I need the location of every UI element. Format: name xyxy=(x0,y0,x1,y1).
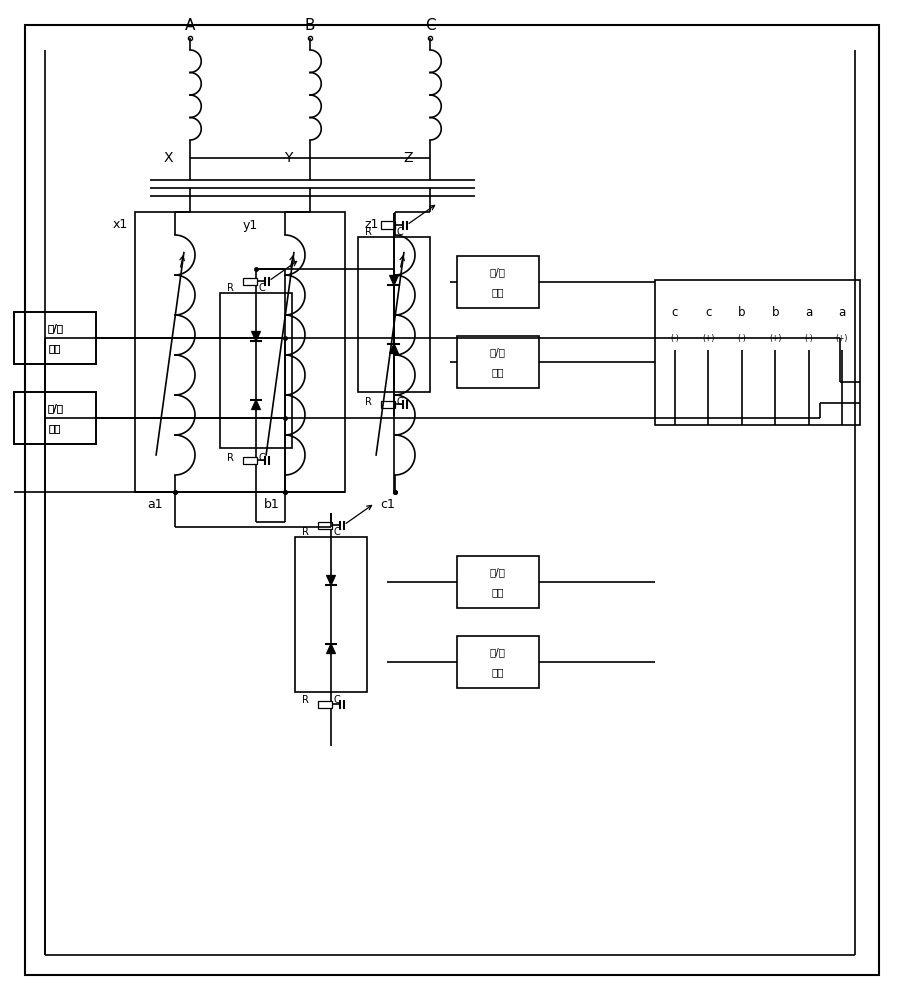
Text: C: C xyxy=(333,527,340,537)
Bar xyxy=(457,336,538,388)
Text: R: R xyxy=(302,695,308,705)
Bar xyxy=(294,537,367,692)
Bar xyxy=(243,457,256,464)
Text: A: A xyxy=(184,17,195,32)
Text: 转换: 转换 xyxy=(49,423,61,433)
Bar xyxy=(14,392,96,444)
Text: Y: Y xyxy=(284,151,292,165)
Text: 光/电: 光/电 xyxy=(47,403,63,413)
Bar xyxy=(380,222,395,229)
Bar xyxy=(318,700,331,708)
Text: C: C xyxy=(396,227,403,237)
Text: (-): (-) xyxy=(804,334,812,342)
Text: (-): (-) xyxy=(737,334,745,342)
Text: Z: Z xyxy=(403,151,413,165)
Text: C: C xyxy=(258,453,265,463)
Text: R: R xyxy=(302,527,308,537)
Text: R: R xyxy=(364,227,371,237)
Text: 光/电: 光/电 xyxy=(47,323,63,333)
Text: B: B xyxy=(304,17,315,32)
Text: 光/电: 光/电 xyxy=(47,323,63,333)
Text: 转换: 转换 xyxy=(491,667,504,677)
Text: 光/电: 光/电 xyxy=(489,267,506,277)
Text: 光/电: 光/电 xyxy=(489,567,506,577)
Text: R: R xyxy=(227,283,233,293)
Text: 转换: 转换 xyxy=(491,287,504,297)
Bar xyxy=(457,556,538,608)
Text: (+): (+) xyxy=(768,334,780,342)
Text: R: R xyxy=(364,397,371,407)
Text: 光/电: 光/电 xyxy=(489,347,506,357)
Text: 转换: 转换 xyxy=(49,343,61,353)
Text: C: C xyxy=(396,397,403,407)
Bar xyxy=(14,392,96,444)
Polygon shape xyxy=(251,400,260,410)
Text: 光/电: 光/电 xyxy=(47,403,63,413)
Text: X: X xyxy=(163,151,172,165)
Text: 转换: 转换 xyxy=(491,587,504,597)
Bar xyxy=(14,312,96,364)
Text: 转换: 转换 xyxy=(49,423,61,433)
Polygon shape xyxy=(326,644,335,654)
Text: (-): (-) xyxy=(670,334,679,342)
Bar xyxy=(380,400,395,408)
Text: b: b xyxy=(770,306,778,318)
Text: z1: z1 xyxy=(365,219,378,232)
Bar xyxy=(243,278,256,285)
Bar xyxy=(358,237,430,392)
Text: 光/电: 光/电 xyxy=(489,647,506,657)
Text: a: a xyxy=(804,306,811,318)
Bar xyxy=(457,636,538,688)
Text: a: a xyxy=(837,306,844,318)
Bar xyxy=(135,212,345,492)
Text: x1: x1 xyxy=(112,219,127,232)
Text: b: b xyxy=(737,306,745,318)
Bar xyxy=(457,256,538,308)
Text: C: C xyxy=(258,283,265,293)
Text: C: C xyxy=(424,17,435,32)
Polygon shape xyxy=(326,575,335,585)
Text: 转换: 转换 xyxy=(49,343,61,353)
Bar xyxy=(655,280,859,425)
Text: C: C xyxy=(333,695,340,705)
Text: c: c xyxy=(704,306,711,318)
Polygon shape xyxy=(389,344,398,354)
Text: R: R xyxy=(227,453,233,463)
Text: (+): (+) xyxy=(702,334,713,342)
Bar xyxy=(318,522,331,528)
Polygon shape xyxy=(389,275,398,285)
Text: 转换: 转换 xyxy=(491,367,504,377)
Bar xyxy=(219,293,292,448)
Text: c1: c1 xyxy=(380,498,395,512)
Text: y1: y1 xyxy=(242,219,257,232)
Bar xyxy=(14,312,96,364)
Text: (+): (+) xyxy=(835,334,847,342)
Polygon shape xyxy=(251,331,260,341)
Text: b1: b1 xyxy=(264,498,280,512)
Text: c: c xyxy=(671,306,677,318)
Text: a1: a1 xyxy=(147,498,163,512)
